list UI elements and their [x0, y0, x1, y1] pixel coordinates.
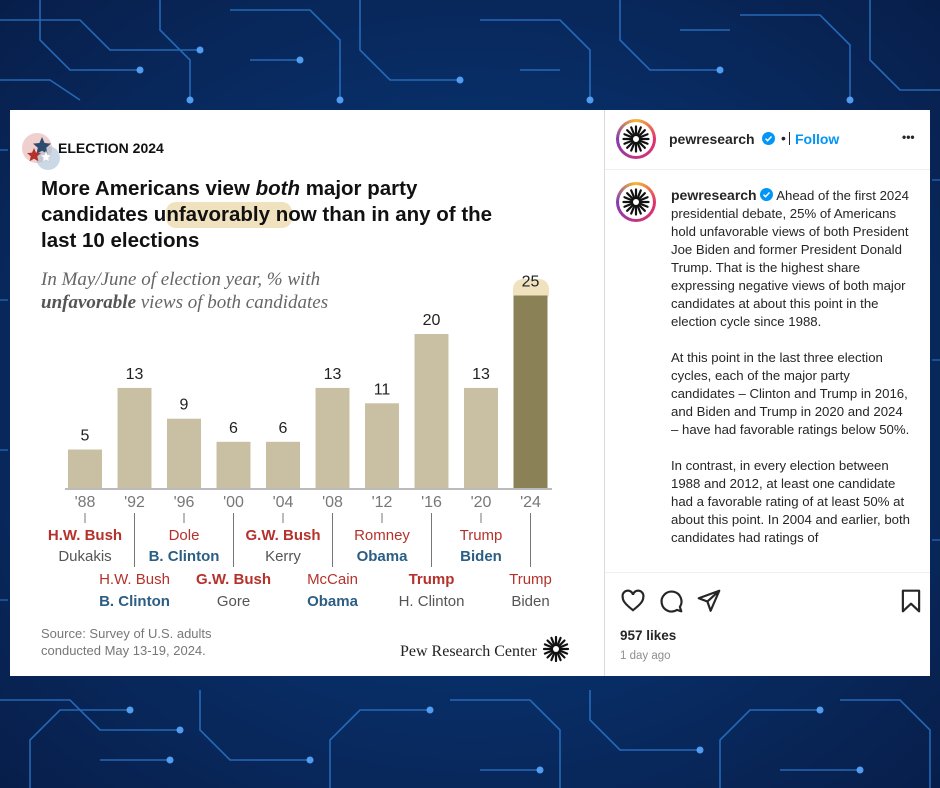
caption-username[interactable]: pewresearch [671, 187, 757, 203]
source-line-1: Source: Survey of U.S. adults [41, 626, 212, 641]
bar [414, 334, 449, 488]
bar-value-label: 20 [423, 312, 441, 329]
bar-value-label: 25 [522, 274, 540, 291]
subtitle-line-1: In May/June of election year, % with [40, 269, 320, 290]
bar [167, 418, 201, 488]
republican-candidate-label: G.W. Bush [196, 571, 271, 588]
bar [266, 441, 300, 488]
share-icon[interactable] [696, 588, 722, 614]
candidate-labels-layer: H.W. Bush Dukakis H.W. Bush B. Clinton Dole B… [48, 513, 552, 610]
heart-icon[interactable] [620, 588, 646, 614]
caption-paragraph: pewresearch Ahead of the first 2024 pres… [671, 186, 911, 331]
x-tick-label: '12 [372, 494, 393, 511]
verified-badge-icon [762, 132, 775, 145]
republican-candidate-label: Romney [354, 527, 410, 544]
republican-candidate-label: Trump [509, 571, 552, 588]
republican-candidate-label: H.W. Bush [99, 571, 170, 588]
bar [216, 441, 251, 488]
headline-line-2: candidates unfavorably now than in any o… [41, 203, 492, 226]
republican-candidate-label: Dole [169, 527, 200, 544]
x-tick-label: '92 [124, 494, 145, 511]
bar [117, 387, 152, 488]
brand-name: Pew Research Center [400, 643, 538, 660]
bar [68, 449, 102, 488]
bar-value-label: 9 [180, 397, 189, 414]
header-username[interactable]: pewresearch [669, 131, 755, 147]
caption-avatar[interactable] [616, 182, 656, 222]
x-tick-label: '88 [75, 494, 96, 511]
bar [315, 387, 350, 488]
more-options-icon[interactable]: ••• [902, 130, 915, 144]
instagram-post: ELECTION 2024 More Americans view both m… [10, 110, 930, 676]
x-tick-label: '04 [273, 494, 294, 511]
democratic-candidate-label: Biden [460, 548, 502, 565]
caption-text: Ahead of the first 2024 presidential deb… [671, 188, 909, 329]
pew-avatar-icon [622, 188, 650, 216]
democratic-candidate-label: Dukakis [58, 548, 111, 565]
x-tick-label: '24 [520, 494, 541, 511]
republican-candidate-label: McCain [307, 571, 358, 588]
x-tick-label: '20 [471, 494, 492, 511]
democratic-candidate-label: B. Clinton [99, 593, 170, 610]
bookmark-icon[interactable] [898, 588, 924, 614]
bar [365, 403, 399, 488]
bar-value-label: 13 [324, 366, 342, 383]
democratic-candidate-label: Obama [307, 593, 359, 610]
verified-badge-icon [760, 188, 774, 201]
avatar[interactable] [616, 119, 656, 159]
post-actions: 957 likes 1 day ago [605, 572, 930, 677]
post-header: pewresearch • Follow ••• [605, 110, 930, 170]
bars-layer: 5 '88 13 '92 9 '96 6 '00 6 '04 13 '08 11 '12 20 '16 13 '2… [68, 274, 548, 511]
bar-chart: ELECTION 2024 More Americans view both m… [22, 133, 570, 663]
caption-paragraph: In contrast, in every election between 1… [671, 458, 911, 545]
republican-candidate-label: G.W. Bush [246, 527, 321, 544]
democratic-candidate-label: B. Clinton [149, 548, 220, 565]
pew-avatar-icon [622, 125, 650, 153]
post-timestamp: 1 day ago [620, 650, 671, 662]
democratic-candidate-label: Gore [217, 593, 250, 610]
source-line-2: conducted May 13-19, 2024. [41, 643, 206, 658]
x-tick-label: '16 [421, 494, 442, 511]
post-sidebar: pewresearch • Follow ••• pewresearch Ahe… [605, 110, 930, 676]
follow-button[interactable]: Follow [795, 131, 840, 147]
election-stars-logo [22, 133, 60, 170]
header-separator: • [781, 130, 786, 146]
bar-value-label: 6 [229, 420, 238, 437]
x-tick-label: '96 [174, 494, 195, 511]
bar-value-label: 13 [472, 366, 490, 383]
republican-candidate-label: Trump [409, 571, 455, 588]
subtitle-line-2: unfavorable views of both candidates [41, 292, 328, 313]
infographic-panel: ELECTION 2024 More Americans view both m… [10, 110, 604, 676]
bar [513, 295, 548, 488]
bar [464, 387, 498, 488]
x-tick-label: '08 [322, 494, 343, 511]
bar-value-label: 13 [126, 366, 144, 383]
democratic-candidate-label: Biden [511, 593, 549, 610]
eyebrow-label: ELECTION 2024 [58, 140, 164, 156]
republican-candidate-label: Trump [460, 527, 503, 544]
pew-logo-icon [542, 635, 570, 663]
x-tick-label: '00 [223, 494, 244, 511]
panel-divider [604, 110, 605, 676]
comment-icon[interactable] [658, 588, 684, 614]
headline-highlight [166, 202, 292, 228]
bar-value-label: 6 [279, 420, 288, 437]
headline-line-1: More Americans view both major party [41, 177, 418, 200]
caption-paragraph: At this point in the last three election… [671, 350, 910, 437]
democratic-candidate-label: H. Clinton [399, 593, 465, 610]
header-separator-bar [789, 132, 790, 145]
headline-line-3: last 10 elections [41, 229, 199, 252]
bar-value-label: 5 [81, 428, 90, 445]
democratic-candidate-label: Kerry [265, 548, 301, 565]
democratic-candidate-label: Obama [357, 548, 409, 565]
republican-candidate-label: H.W. Bush [48, 527, 122, 544]
bar-value-label: 11 [374, 381, 391, 398]
likes-count[interactable]: 957 likes [620, 628, 677, 643]
post-caption: pewresearch Ahead of the first 2024 pres… [671, 186, 911, 570]
